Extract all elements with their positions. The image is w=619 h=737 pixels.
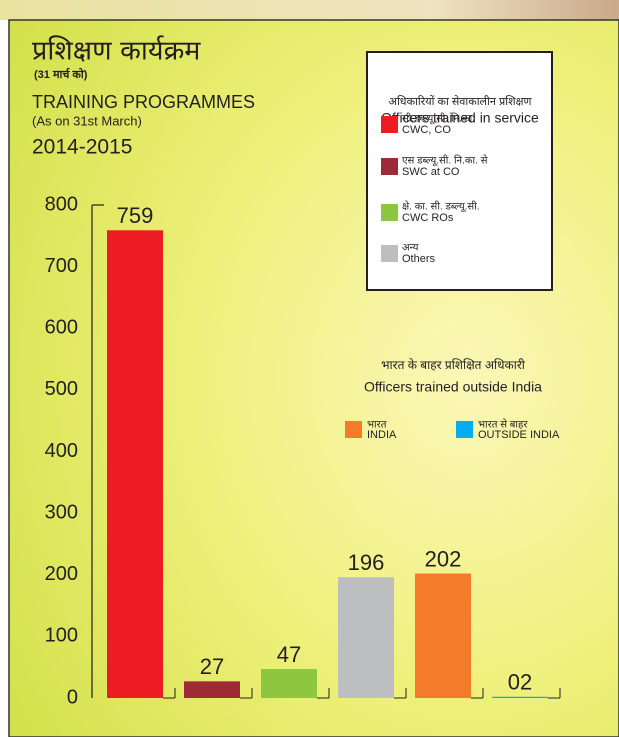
subtitle-note: (As on 31st March) xyxy=(32,113,142,128)
period: 2014-2015 xyxy=(32,136,132,159)
legend-label-en: CWC, CO xyxy=(402,124,451,136)
y-tick-label: 300 xyxy=(45,501,78,523)
legend-label-en: Others xyxy=(402,253,436,265)
title: प्रशिक्षण कार्यक्रम xyxy=(32,35,201,67)
bar xyxy=(107,230,163,699)
legend-swatch xyxy=(381,204,398,221)
value-label: 47 xyxy=(277,642,301,667)
legend-swatch xyxy=(345,421,362,438)
y-tick-label: 800 xyxy=(45,193,78,215)
bar xyxy=(415,573,471,698)
legend-title: भारत के बाहर प्रशिक्षित अधिकारी xyxy=(381,358,526,372)
legend-label: एस डब्ल्यू.सी. नि.का. से xyxy=(402,155,488,167)
legend-label-en: CWC ROs xyxy=(402,212,454,224)
legend-label-en: OUTSIDE INDIA xyxy=(478,429,560,441)
legend-label: भारत से बाहर xyxy=(478,419,528,431)
legend-label: भारत xyxy=(367,420,387,431)
legend-swatch xyxy=(456,421,473,438)
y-tick-label: 100 xyxy=(45,625,78,647)
legend-swatch xyxy=(381,116,398,133)
title-note: (31 मार्च को) xyxy=(34,67,88,81)
value-label: 196 xyxy=(348,550,385,575)
legend-swatch xyxy=(381,158,398,175)
y-tick-label: 200 xyxy=(45,563,78,585)
bar xyxy=(261,669,317,698)
legend-label: अन्य xyxy=(402,243,419,254)
value-label: 02 xyxy=(508,670,532,695)
header-strip xyxy=(0,0,619,20)
subtitle: TRAINING PROGRAMMES xyxy=(32,92,255,112)
value-label: 27 xyxy=(200,654,224,679)
bar xyxy=(338,577,394,698)
y-tick-label: 600 xyxy=(45,317,78,339)
value-label: 202 xyxy=(425,546,462,571)
y-tick-label: 0 xyxy=(67,686,78,708)
legend-title-en: Officers trained in service xyxy=(381,110,539,126)
legend-swatch xyxy=(381,245,398,262)
bar xyxy=(492,696,548,698)
legend-title: अधिकारियों का सेवाकालीन प्रशिक्षण xyxy=(389,95,533,108)
y-tick-label: 700 xyxy=(45,255,78,277)
legend-title-en: Officers trained outside India xyxy=(364,379,542,395)
value-label: 759 xyxy=(117,203,154,228)
legend-label-en: INDIA xyxy=(367,429,397,441)
y-tick-label: 500 xyxy=(45,378,78,400)
bar xyxy=(184,681,240,698)
legend-label-en: SWC at CO xyxy=(402,166,460,178)
legend-label: क्षे. का. सी. डब्ल्यू.सी. xyxy=(402,201,480,213)
legend-label: सी.डब्ल्यू.सी. नि.का. xyxy=(402,113,475,125)
y-tick-label: 400 xyxy=(45,440,78,462)
